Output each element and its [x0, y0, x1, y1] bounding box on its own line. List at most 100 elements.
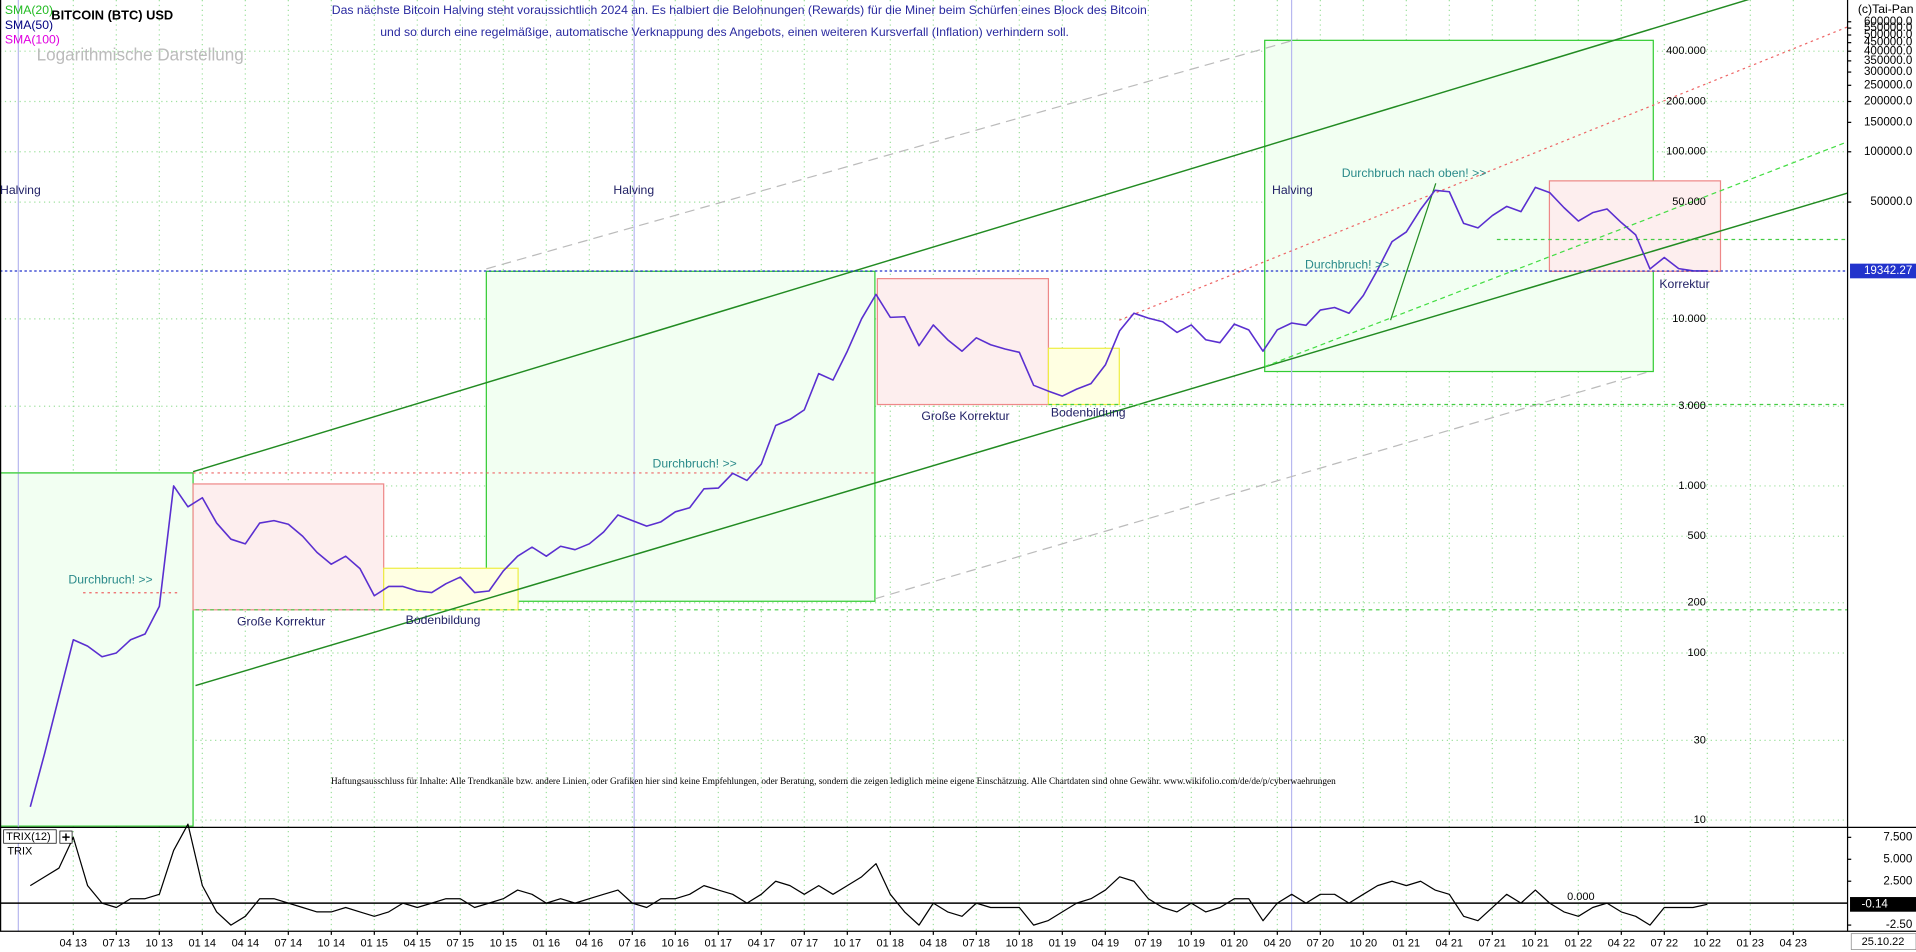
x-tick-label: 10 22	[1694, 937, 1721, 949]
date-box	[1850, 933, 1916, 950]
x-tick-label: 10 13	[146, 937, 173, 949]
x-tick-label: 04 19	[1092, 937, 1119, 949]
legend-entry: SMA(20)	[5, 3, 53, 17]
x-tick-label: 10 16	[662, 937, 689, 949]
y-tick-label: 0.000	[1567, 891, 1594, 903]
y-tick-label: 3.000	[1678, 400, 1705, 412]
y-tick-label: 7.500	[1883, 830, 1912, 843]
y-tick-label: 30	[1694, 734, 1706, 746]
y-tick-label: 500	[1687, 530, 1705, 542]
x-tick-label: 04 21	[1436, 937, 1463, 949]
x-tick-label: 10 17	[834, 937, 861, 949]
x-tick-label: 04 18	[920, 937, 947, 949]
annotation: Halving	[0, 183, 41, 197]
date-label: 25.10.22	[1862, 936, 1905, 948]
x-tick-label: 10 19	[1178, 937, 1205, 949]
x-tick-label: 04 20	[1264, 937, 1291, 949]
x-tick-label: 07 15	[447, 937, 474, 949]
y-tick-label: 5.000	[1883, 852, 1912, 865]
x-tick-label: 01 14	[189, 937, 216, 949]
trend-box	[485, 270, 876, 602]
y-tick-label: 400.000	[1666, 45, 1706, 57]
x-tick-label: 07 19	[1135, 937, 1162, 949]
correction-box	[1548, 180, 1722, 272]
x-tick-label: 01 23	[1737, 937, 1764, 949]
x-tick-label: 07 16	[619, 937, 646, 949]
y-tick-label: 500000.0	[1864, 28, 1912, 41]
x-tick-label: 10 21	[1522, 937, 1549, 949]
x-tick-label: 01 22	[1565, 937, 1592, 949]
x-tick-label: 10 20	[1350, 937, 1377, 949]
x-tick-label: 07 13	[103, 937, 130, 949]
annotation: Durchbruch! >>	[1305, 257, 1389, 271]
annotation: Große Korrektur	[237, 614, 325, 628]
bottom-box	[383, 567, 519, 611]
legend-entry: SMA(50)	[5, 18, 53, 32]
trend-channel-lower	[195, 192, 1848, 687]
y-tick-label: 100000.0	[1864, 145, 1912, 158]
y-tick-label: 400000.0	[1864, 44, 1912, 57]
y-tick-label: 150000.0	[1864, 115, 1912, 128]
trend-line	[874, 370, 1650, 600]
x-tick-label: 04 23	[1780, 937, 1807, 949]
y-tick-label: 1.000	[1678, 480, 1705, 492]
subtitle: Logarithmische Darstellung	[37, 46, 244, 65]
x-tick-label: 04 17	[748, 937, 775, 949]
y-tick-label: 600000.0	[1864, 15, 1912, 28]
add-icon	[62, 833, 70, 841]
y-tick-label: 100.000	[1666, 146, 1706, 158]
current-price-label: 19342.27	[1864, 264, 1912, 277]
disclaimer: Haftungsausschluss für Inhalte: Alle Tre…	[331, 777, 1336, 787]
y-tick-label: 550000.0	[1864, 21, 1912, 34]
x-tick-label: 10 15	[490, 937, 517, 949]
x-tick-label: 10 18	[1006, 937, 1033, 949]
x-tick-label: 04 22	[1608, 937, 1635, 949]
annotation: Bodenbildung	[1051, 405, 1126, 419]
annotation: Große Korrektur	[921, 409, 1009, 423]
trix-line	[29, 823, 1708, 926]
annotation: Durchbruch! >>	[653, 457, 737, 471]
y-tick-label: 10.000	[1672, 313, 1706, 325]
header-text: Das nächste Bitcoin Halving steht voraus…	[332, 3, 1147, 17]
y-tick-label: 200000.0	[1864, 95, 1912, 108]
annotation: Durchbruch! >>	[68, 573, 152, 587]
trend-line	[486, 38, 1298, 270]
y-tick-label: 200	[1687, 597, 1705, 609]
annotation: Halving	[613, 183, 654, 197]
x-tick-label: 01 20	[1221, 937, 1248, 949]
correction-box	[876, 278, 1050, 406]
x-tick-label: 07 18	[963, 937, 990, 949]
correction-box	[192, 483, 385, 611]
x-tick-label: 01 21	[1393, 937, 1420, 949]
x-tick-label: 07 22	[1651, 937, 1678, 949]
y-tick-label: 50.000	[1672, 196, 1706, 208]
annotation: Durchbruch nach oben! >>	[1342, 166, 1487, 180]
header-text: und so durch eine regelmäßige, automatis…	[380, 25, 1069, 39]
indicator-box	[3, 829, 57, 844]
chart-title: BITCOIN (BTC) USD	[51, 7, 173, 22]
trend-line	[1389, 183, 1437, 321]
x-tick-label: 04 14	[232, 937, 259, 949]
y-tick-label: 350000.0	[1864, 54, 1912, 67]
y-tick-label: 450000.0	[1864, 36, 1912, 49]
x-tick-label: 07 20	[1307, 937, 1334, 949]
x-tick-label: 04 16	[576, 937, 603, 949]
x-tick-label: 01 18	[877, 937, 904, 949]
trend-channel-upper	[192, 0, 1750, 473]
y-tick-label: 100	[1687, 647, 1705, 659]
trix-value-box	[1850, 897, 1916, 912]
x-tick-label: 04 13	[60, 937, 87, 949]
annotation: Bodenbildung	[406, 613, 481, 627]
x-tick-label: 07 21	[1479, 937, 1506, 949]
x-tick-label: 07 17	[791, 937, 818, 949]
y-tick-label: 10	[1694, 814, 1706, 826]
y-tick-label: -2.50	[1886, 918, 1912, 931]
trend-line	[1264, 141, 1848, 368]
legend-entry: SMA(100)	[5, 33, 60, 47]
x-tick-label: 01 15	[361, 937, 388, 949]
y-tick-label: 50000.0	[1870, 195, 1912, 208]
y-tick-label: 250000.0	[1864, 78, 1912, 91]
indicator-legend: TRIX	[7, 846, 33, 858]
x-tick-label: 10 14	[318, 937, 345, 949]
y-tick-label: 2.500	[1883, 874, 1912, 887]
